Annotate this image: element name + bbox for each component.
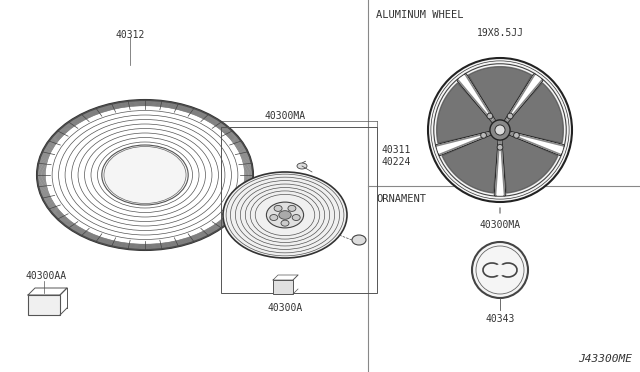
Text: 19X8.5JJ: 19X8.5JJ <box>477 28 524 38</box>
Text: J43300ME: J43300ME <box>578 354 632 364</box>
Ellipse shape <box>495 125 505 135</box>
Bar <box>28 295 60 315</box>
Polygon shape <box>495 139 504 195</box>
Ellipse shape <box>223 172 347 258</box>
Polygon shape <box>508 132 563 154</box>
Bar <box>273 280 293 294</box>
Ellipse shape <box>495 264 505 276</box>
Ellipse shape <box>497 144 503 150</box>
Bar <box>221 127 377 293</box>
Ellipse shape <box>292 215 300 221</box>
Text: 40300MA: 40300MA <box>264 111 305 121</box>
Ellipse shape <box>513 132 519 138</box>
Ellipse shape <box>288 205 296 211</box>
Ellipse shape <box>428 58 572 202</box>
Ellipse shape <box>37 100 253 250</box>
Text: 40300MA: 40300MA <box>479 220 520 230</box>
Polygon shape <box>458 75 495 124</box>
Ellipse shape <box>279 211 291 219</box>
Polygon shape <box>468 67 532 122</box>
Text: ORNAMENT: ORNAMENT <box>376 194 426 204</box>
Ellipse shape <box>270 215 278 221</box>
Ellipse shape <box>297 163 307 169</box>
Text: 40300AA: 40300AA <box>26 271 67 281</box>
Ellipse shape <box>102 145 188 205</box>
Ellipse shape <box>472 242 528 298</box>
Text: 40312: 40312 <box>115 30 145 40</box>
Text: 40311: 40311 <box>382 145 412 155</box>
Polygon shape <box>442 134 499 193</box>
Polygon shape <box>437 132 492 154</box>
Ellipse shape <box>487 113 493 119</box>
Ellipse shape <box>481 132 486 138</box>
Text: 40224: 40224 <box>382 157 412 167</box>
Text: ALUMINUM WHEEL: ALUMINUM WHEEL <box>376 10 463 20</box>
Polygon shape <box>504 75 541 124</box>
Ellipse shape <box>266 202 303 228</box>
Ellipse shape <box>352 235 366 245</box>
Polygon shape <box>506 83 563 143</box>
Polygon shape <box>436 83 493 143</box>
Text: 40343: 40343 <box>485 314 515 324</box>
Text: 40300A: 40300A <box>268 303 303 313</box>
Ellipse shape <box>274 205 282 211</box>
Ellipse shape <box>490 120 510 140</box>
Ellipse shape <box>281 220 289 226</box>
Ellipse shape <box>508 113 513 119</box>
Polygon shape <box>501 134 558 193</box>
